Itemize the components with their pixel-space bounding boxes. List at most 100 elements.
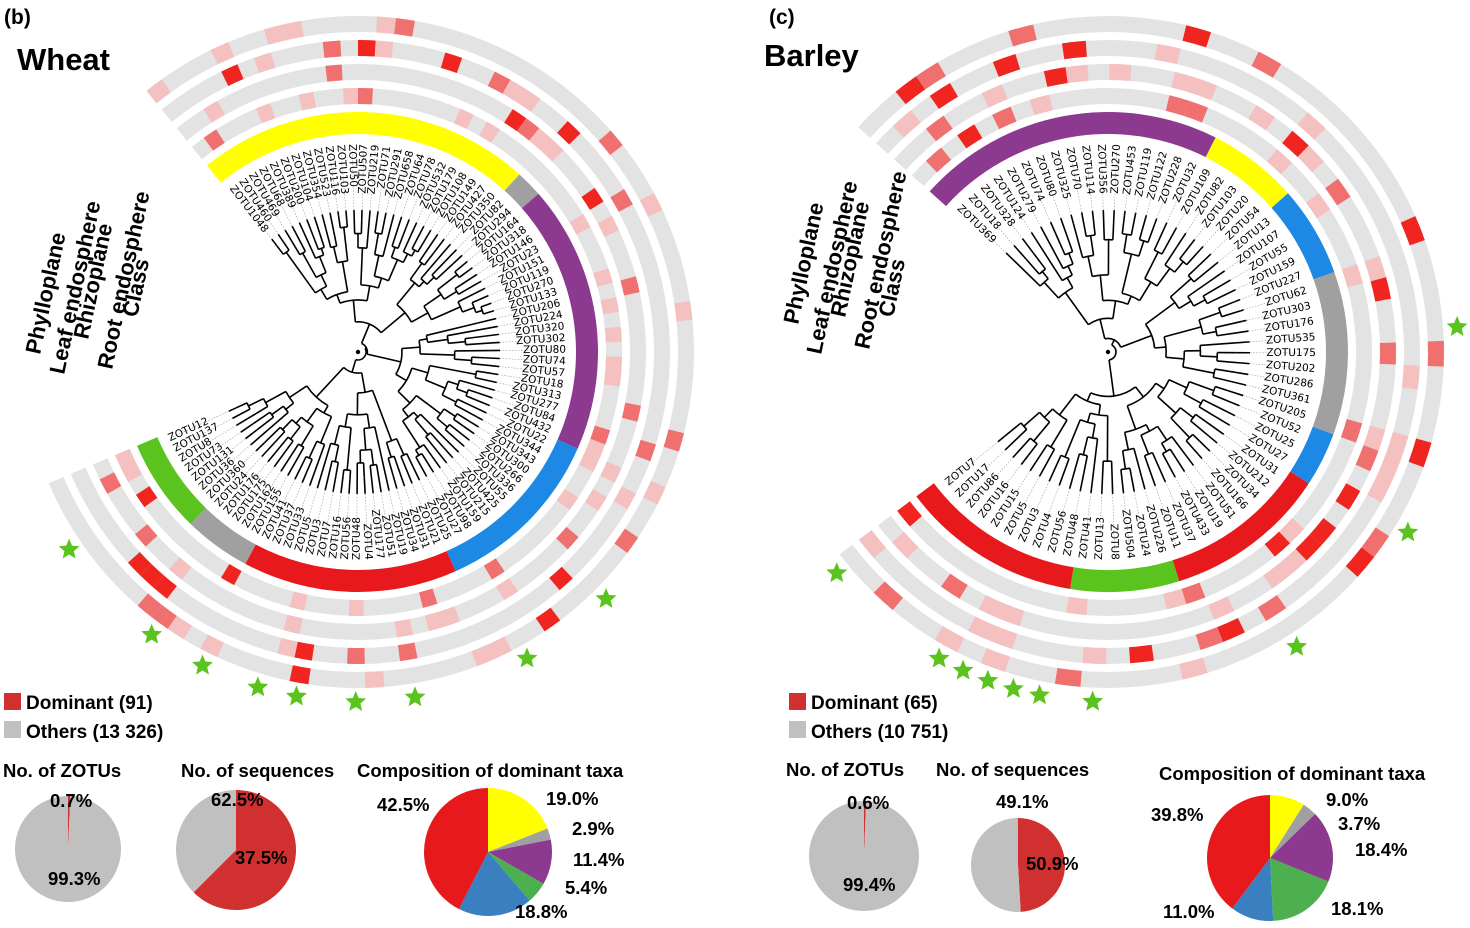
heat-cell: [453, 108, 474, 130]
tree-branch: [271, 238, 278, 247]
leaf-label: ZOTU202: [1265, 359, 1315, 375]
tree-branch: [453, 446, 460, 453]
heat-cell: [1263, 562, 1291, 589]
pie-slice: [1270, 814, 1334, 882]
tree-branch: [1120, 469, 1124, 485]
tree-branch: [380, 312, 406, 334]
tree-branch: [345, 218, 349, 228]
tree-branch: [1192, 433, 1201, 442]
tree-arc: [282, 249, 290, 255]
tree-branch: [371, 390, 393, 442]
tree-branch: [1121, 450, 1127, 470]
tree-branch: [1049, 454, 1062, 479]
leaf-label: ZOTU71: [375, 145, 393, 189]
tree-branch: [419, 465, 428, 477]
tree-arc: [391, 245, 399, 250]
pie-composition: [1207, 795, 1334, 921]
tree-arc: [1079, 418, 1096, 425]
tree-arc: [305, 455, 313, 461]
tree-branch: [482, 287, 486, 291]
tree-branch: [275, 440, 294, 466]
tree-branch: [360, 323, 371, 344]
tree-arc: [1179, 258, 1188, 266]
tree-arc: [415, 452, 423, 458]
tree-branch: [449, 433, 465, 447]
star-icon: [345, 690, 367, 711]
star-icon: [404, 686, 426, 707]
heat-cell: [1297, 112, 1326, 140]
tree-branch: [1187, 264, 1200, 277]
heat-cell: [1029, 94, 1053, 116]
heat-cell: [255, 103, 276, 124]
heat-cell: [584, 489, 607, 511]
heat-cell: [556, 526, 579, 550]
heat-cell: [298, 91, 317, 111]
tree-branch: [1101, 461, 1105, 491]
tree-arc: [316, 440, 325, 446]
tree-branch: [457, 288, 484, 303]
tree-branch: [370, 478, 374, 494]
heat-cell: [674, 300, 693, 322]
tree-branch: [295, 416, 302, 424]
heat-cell: [1408, 438, 1432, 468]
heat-cell: [643, 480, 666, 505]
ring-labels: Phylloplane Leaf endosphere Rhizoplane R…: [20, 189, 154, 376]
heat-cell: [1181, 582, 1206, 605]
tree-branch: [1081, 215, 1087, 237]
leaf-label: ZOTU56: [339, 516, 354, 560]
tree-arc: [1064, 251, 1073, 256]
tree-branch: [1179, 243, 1193, 260]
tree-arc: [395, 348, 403, 375]
tree-branch: [1225, 288, 1236, 295]
tree-branch: [264, 426, 281, 444]
tree-branch: [376, 211, 379, 219]
tree-branch: [245, 429, 258, 440]
tree-arc: [386, 437, 397, 444]
heat-cell: [263, 24, 287, 45]
tree-branch: [267, 452, 276, 463]
pie-slice: [1207, 795, 1270, 909]
tree-arc: [1052, 408, 1068, 421]
tree-arc: [454, 271, 460, 278]
tree-branch: [353, 213, 356, 234]
tree-branch: [469, 267, 473, 271]
tree-branch: [336, 294, 341, 304]
heat-cell: [1179, 657, 1208, 680]
leaf-label: ZOTU16: [327, 515, 344, 559]
tree-branch: [436, 417, 448, 428]
tree-branch: [1229, 361, 1250, 365]
tree-branch: [1080, 212, 1084, 216]
tree-branch: [1102, 214, 1106, 240]
heat-cell: [980, 648, 1010, 672]
tree-arc: [1144, 277, 1158, 287]
tree-branch: [379, 485, 382, 493]
legend: Dominant (91) Others (13 326): [4, 693, 163, 743]
class-segment: [245, 544, 456, 592]
tree-branch: [1021, 238, 1034, 254]
tree-branch: [1215, 416, 1231, 426]
tree-branch: [1216, 332, 1234, 337]
tree-branch: [423, 251, 435, 266]
heat-cell: [99, 472, 122, 494]
heat-cell: [114, 448, 136, 469]
tree-arc: [387, 455, 395, 459]
tree-branch: [294, 476, 297, 480]
heat-cell: [916, 62, 946, 90]
tree-branch: [400, 455, 411, 478]
tree-branch: [1138, 231, 1143, 240]
leaf-label: ZOTU57: [522, 363, 566, 379]
tree-branch: [1127, 295, 1132, 305]
class-segment: [929, 112, 1216, 207]
tree-branch: [409, 222, 418, 237]
tree-branch: [1072, 223, 1084, 258]
tree-branch: [289, 426, 301, 440]
tree-branch: [291, 446, 305, 469]
tree-branch: [1202, 330, 1217, 335]
tree-branch: [477, 392, 493, 399]
tree-branch: [273, 464, 277, 468]
heat-cell: [598, 130, 623, 155]
pie-zotus: [15, 796, 122, 902]
tree-branch: [430, 467, 435, 473]
tree-arc: [1121, 292, 1141, 302]
tree-arc: [400, 452, 408, 457]
